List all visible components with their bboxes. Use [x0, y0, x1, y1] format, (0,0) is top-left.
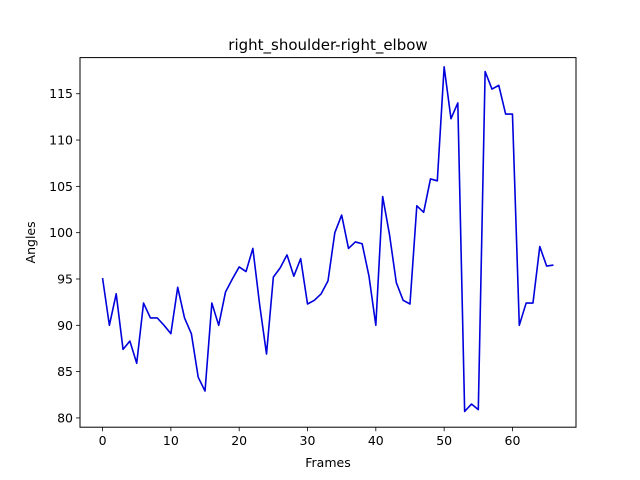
plot-frame	[79, 57, 577, 428]
x-tick-label: 60	[505, 433, 521, 448]
plot-series-group	[101, 66, 554, 413]
series-line	[101, 66, 554, 413]
x-tick-label: 30	[300, 433, 316, 448]
x-tick-label: 20	[231, 433, 247, 448]
y-tick-label: 115	[49, 86, 73, 101]
x-tick-label: 0	[99, 433, 107, 448]
y-tick-label: 80	[57, 410, 73, 425]
x-tick-label: 10	[163, 433, 179, 448]
x-tick-label: 40	[368, 433, 384, 448]
y-tick-label: 100	[49, 225, 73, 240]
y-tick-label: 90	[57, 318, 73, 333]
y-axis-label: Angles	[23, 221, 38, 263]
x-axis-ticks: 0 10 20 30 40 50 60	[99, 427, 521, 448]
y-tick-label: 110	[49, 133, 73, 148]
y-tick-label: 85	[57, 364, 73, 379]
x-axis-label: Frames	[305, 455, 350, 470]
y-axis-ticks: 80 85 90 95 100 105 110 115	[49, 86, 80, 425]
x-tick-label: 50	[436, 433, 452, 448]
y-tick-label: 105	[49, 179, 73, 194]
chart-title: right_shoulder-right_elbow	[228, 36, 427, 55]
y-tick-label: 95	[57, 271, 73, 286]
